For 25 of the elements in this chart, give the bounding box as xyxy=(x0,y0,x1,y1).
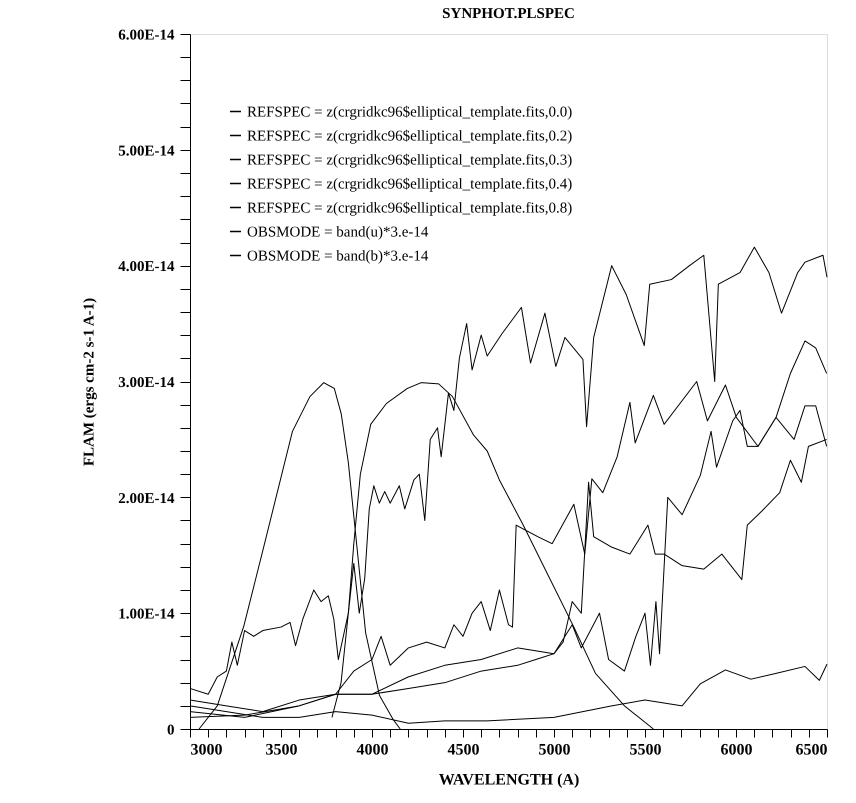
y-tick-label: 4.00E-14 xyxy=(118,259,175,276)
y-axis-title: FLAM (ergs cm-2 s-1 A-1) xyxy=(81,298,98,466)
x-tick-label: 4500 xyxy=(448,742,480,758)
chart-title: SYNPHOT.PLSPEC xyxy=(442,6,575,22)
y-tick-label: 5.00E-14 xyxy=(118,143,175,160)
legend-label: OBSMODE = band(u)*3.e-14 xyxy=(247,224,429,240)
x-tick-label: 4000 xyxy=(356,742,388,758)
legend-label: REFSPEC = z(crgridkc96$elliptical_template.fits,0.8) xyxy=(247,200,572,216)
y-tick-label: 3.00E-14 xyxy=(118,375,175,391)
y-tick-label: 1.00E-14 xyxy=(118,606,175,623)
x-tick-label: 3500 xyxy=(266,742,298,758)
x-tick-label: 5000 xyxy=(538,742,570,758)
x-tick-label: 6000 xyxy=(720,742,752,758)
x-tick-label: 3000 xyxy=(190,742,222,758)
legend-label: REFSPEC = z(crgridkc96$elliptical_template.fits,0.4) xyxy=(247,176,572,192)
y-tick-label: 6.00E-14 xyxy=(118,28,175,44)
legend-label: REFSPEC = z(crgridkc96$elliptical_template.fits,0.3) xyxy=(247,152,572,168)
x-tick-label: 6500 xyxy=(796,742,828,758)
x-axis-title: WAVELENGTH (A) xyxy=(438,772,580,788)
y-tick-label: 0 xyxy=(167,722,174,738)
legend-label: OBSMODE = band(b)*3.e-14 xyxy=(247,248,429,264)
legend-label: REFSPEC = z(crgridkc96$elliptical_template.fits,0.2) xyxy=(247,128,572,144)
legend-label: REFSPEC = z(crgridkc96$elliptical_template.fits,0.0) xyxy=(247,104,572,120)
y-tick-label: 2.00E-14 xyxy=(118,490,175,507)
x-tick-label: 5500 xyxy=(630,742,662,758)
